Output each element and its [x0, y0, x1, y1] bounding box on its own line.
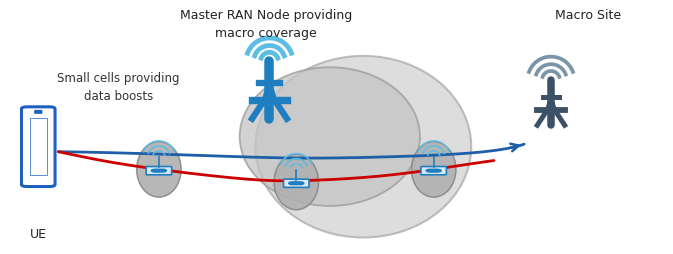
FancyBboxPatch shape	[22, 107, 55, 187]
Circle shape	[294, 182, 301, 185]
FancyBboxPatch shape	[283, 179, 309, 188]
FancyBboxPatch shape	[34, 110, 42, 115]
Circle shape	[151, 170, 158, 172]
FancyBboxPatch shape	[421, 167, 446, 175]
Circle shape	[157, 170, 164, 172]
Circle shape	[154, 170, 161, 172]
Text: Master RAN Node providing
macro coverage: Master RAN Node providing macro coverage	[180, 9, 352, 40]
Circle shape	[289, 182, 295, 185]
Circle shape	[429, 170, 436, 172]
Ellipse shape	[411, 142, 456, 197]
Ellipse shape	[255, 57, 471, 237]
Circle shape	[297, 182, 304, 185]
Text: UE: UE	[30, 228, 46, 241]
Text: Macro Site: Macro Site	[555, 9, 621, 22]
Text: Small cells providing
data boosts: Small cells providing data boosts	[57, 72, 180, 103]
Circle shape	[434, 170, 441, 172]
Circle shape	[426, 170, 433, 172]
Ellipse shape	[274, 155, 318, 210]
Circle shape	[160, 170, 166, 172]
FancyBboxPatch shape	[30, 118, 47, 176]
Ellipse shape	[240, 68, 420, 206]
Circle shape	[291, 182, 298, 185]
Ellipse shape	[137, 142, 181, 197]
Circle shape	[431, 170, 439, 172]
FancyBboxPatch shape	[146, 167, 172, 175]
